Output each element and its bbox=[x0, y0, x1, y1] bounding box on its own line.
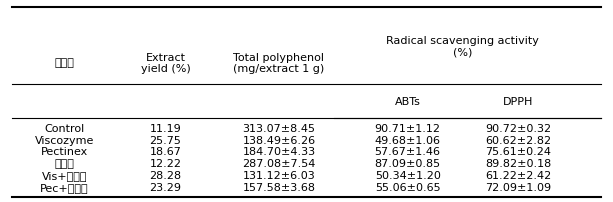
Text: 313.07±8.45: 313.07±8.45 bbox=[242, 123, 316, 133]
Text: 61.22±2.42: 61.22±2.42 bbox=[485, 170, 551, 180]
Text: 138.49±6.26: 138.49±6.26 bbox=[242, 135, 316, 145]
Text: Radical scavenging activity
(%): Radical scavenging activity (%) bbox=[386, 36, 539, 57]
Text: 28.28: 28.28 bbox=[150, 170, 181, 180]
Text: 49.68±1.06: 49.68±1.06 bbox=[375, 135, 441, 145]
Text: 50.34±1.20: 50.34±1.20 bbox=[375, 170, 441, 180]
Text: 287.08±7.54: 287.08±7.54 bbox=[242, 159, 316, 168]
Text: 초고압: 초고압 bbox=[55, 159, 74, 168]
Text: 90.72±0.32: 90.72±0.32 bbox=[485, 123, 551, 133]
Text: Vis+초고압: Vis+초고압 bbox=[42, 170, 87, 180]
Text: 90.71±1.12: 90.71±1.12 bbox=[375, 123, 441, 133]
Text: 57.67±1.46: 57.67±1.46 bbox=[375, 147, 441, 157]
Text: 11.19: 11.19 bbox=[150, 123, 181, 133]
Text: 72.09±1.09: 72.09±1.09 bbox=[485, 182, 551, 192]
Text: Viscozyme: Viscozyme bbox=[35, 135, 94, 145]
Text: 75.61±0.24: 75.61±0.24 bbox=[485, 147, 551, 157]
Text: Pectinex: Pectinex bbox=[40, 147, 88, 157]
Text: 87.09±0.85: 87.09±0.85 bbox=[375, 159, 441, 168]
Text: ABTs: ABTs bbox=[395, 97, 421, 106]
Text: Total polyphenol
(mg/extract 1 g): Total polyphenol (mg/extract 1 g) bbox=[234, 52, 324, 74]
Text: 25.75: 25.75 bbox=[150, 135, 181, 145]
Text: 157.58±3.68: 157.58±3.68 bbox=[242, 182, 316, 192]
Text: Pec+초고압: Pec+초고압 bbox=[40, 182, 89, 192]
Text: 55.06±0.65: 55.06±0.65 bbox=[375, 182, 441, 192]
Text: 옥나무: 옥나무 bbox=[55, 58, 74, 68]
Text: 89.82±0.18: 89.82±0.18 bbox=[485, 159, 551, 168]
Text: 60.62±2.82: 60.62±2.82 bbox=[485, 135, 551, 145]
Text: Extract
yield (%): Extract yield (%) bbox=[140, 52, 191, 74]
Text: DPPH: DPPH bbox=[503, 97, 533, 106]
Text: 184.70±4.33: 184.70±4.33 bbox=[242, 147, 316, 157]
Text: 131.12±6.03: 131.12±6.03 bbox=[243, 170, 315, 180]
Text: 23.29: 23.29 bbox=[150, 182, 181, 192]
Text: 18.67: 18.67 bbox=[150, 147, 181, 157]
Text: 12.22: 12.22 bbox=[150, 159, 181, 168]
Text: Control: Control bbox=[44, 123, 85, 133]
